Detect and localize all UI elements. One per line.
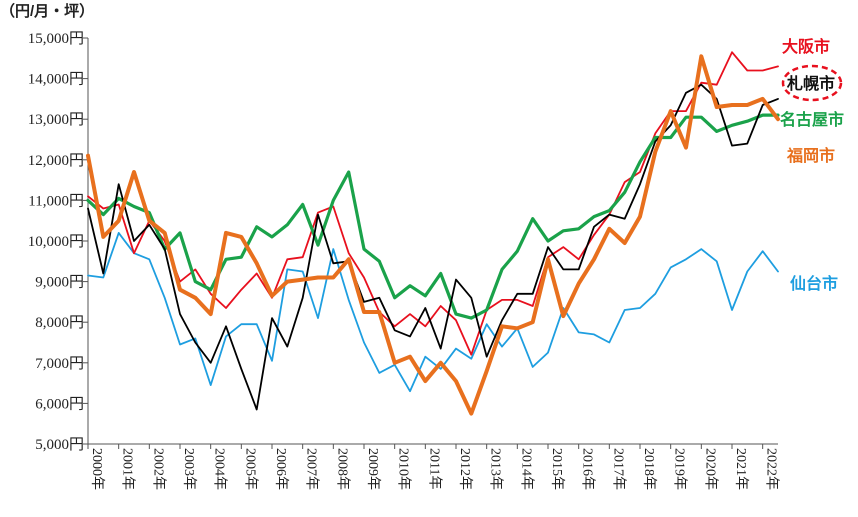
x-tick-label: 2011年 [426,448,442,489]
y-tick-label: 8,000円 [35,315,84,331]
series-line [87,51,779,356]
x-tick-label: 2014年 [518,448,534,490]
x-tick-label: 2008年 [334,448,350,490]
x-tick-label: 2020年 [702,448,718,490]
x-tick-label: 2022年 [764,448,780,490]
x-tick-label: 2012年 [457,448,473,490]
y-tick-label: 12,000円 [28,153,84,169]
series-line [87,232,779,393]
y-tick-label: 9,000円 [35,275,84,291]
x-tick-label: 2007年 [304,448,320,490]
x-tick-label: 2010年 [396,448,412,490]
unit-label: （円/月・坪） [0,2,94,20]
series-label: 札幌市 [786,74,835,93]
x-tick-label: 2001年 [120,448,136,490]
x-tick-label: 2009年 [365,448,381,490]
series-lines [86,51,780,416]
series-label: 大阪市 [782,37,830,56]
x-tick-label: 2003年 [181,448,197,490]
series-line [86,113,780,320]
y-tick-label: 14,000円 [28,72,84,88]
y-axis: 5,000円 6,000円 7,000円 8,000円 9,000円 10,000円 11,… [28,31,89,453]
series-label: 名古屋市 [780,110,844,129]
y-tick-label: 7,000円 [35,356,84,372]
y-tick-label: 11,000円 [28,193,84,209]
y-tick-label: 10,000円 [28,234,84,250]
x-tick-label: 2000年 [89,448,105,490]
x-tick-label: 2002年 [150,448,166,490]
series-label: 仙台市 [790,274,838,293]
x-tick-label: 2015年 [549,448,565,490]
x-tick-label: 2013年 [488,448,504,490]
series-line [86,54,780,416]
x-tick-label: 2004年 [212,448,228,490]
x-tick-label: 2018年 [641,448,657,490]
x-tick-label: 2017年 [610,448,626,490]
series-label: 福岡市 [786,146,835,165]
y-tick-label: 5,000円 [35,437,84,453]
x-tick-label: 2021年 [733,448,749,490]
x-tick-label: 2016年 [580,448,596,490]
x-tick-label: 2019年 [672,448,688,490]
x-tick-label: 2005年 [242,448,258,490]
sapporo-highlight-circle [781,64,843,102]
x-tick-label: 2006年 [273,448,289,490]
y-tick-label: 15,000円 [28,31,84,47]
y-tick-label: 6,000円 [35,396,84,412]
x-axis: 2000年 2001年 2002年 2003年 2004年 2005年 2006年 2007年… [87,443,780,490]
y-tick-label: 13,000円 [28,112,84,128]
